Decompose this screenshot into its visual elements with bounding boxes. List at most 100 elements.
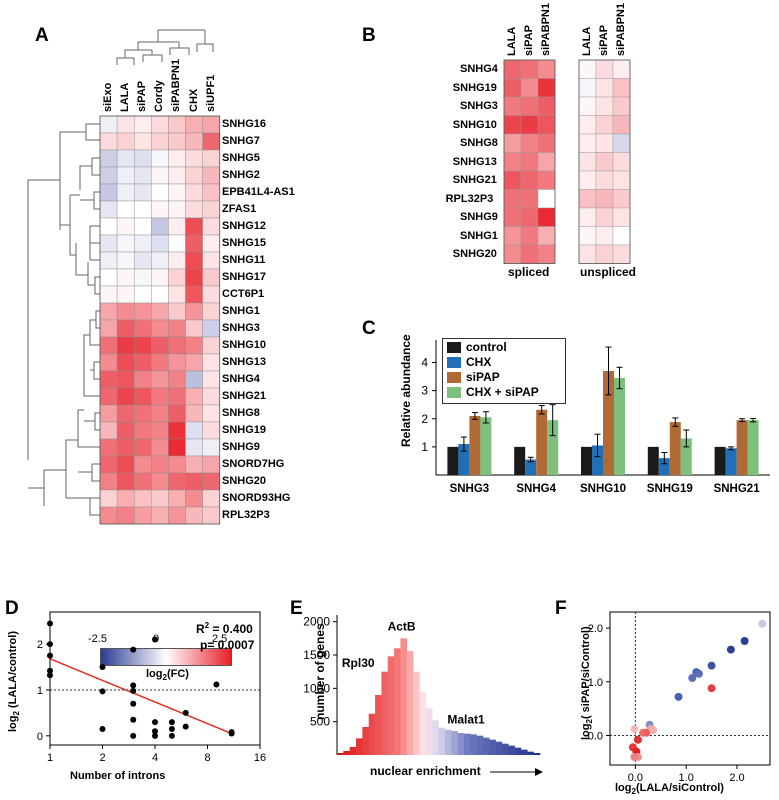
- y-tick-label: 1: [421, 440, 428, 454]
- heatmap-cell: [612, 189, 631, 209]
- heatmap-cell: [612, 78, 631, 98]
- data-point: [694, 669, 703, 678]
- heatmap-cell: [99, 132, 118, 151]
- panel-a-column-label: CHX: [187, 88, 200, 112]
- data-point: [130, 716, 137, 723]
- bar: [725, 448, 737, 475]
- heatmap-cell: [116, 319, 135, 338]
- panel-a-row-label: SNHG11: [222, 254, 266, 266]
- panel-a-row-label: SNHG16: [222, 118, 267, 130]
- heatmap-cell: [202, 438, 220, 457]
- heatmap-cell: [595, 226, 614, 246]
- panel-e-ylabel: number of genes: [313, 623, 327, 720]
- heatmap-cell: [185, 336, 203, 355]
- heatmap-cell: [185, 200, 203, 219]
- heatmap-cell: [151, 387, 169, 406]
- panel-b-row-label: SNHG1: [460, 229, 498, 242]
- legend-box: [442, 338, 566, 404]
- data-point: [707, 661, 716, 670]
- heatmap-cell: [520, 59, 539, 79]
- heatmap-cell: [185, 115, 203, 134]
- heatmap-cell: [537, 152, 556, 172]
- heatmap-cell: [133, 438, 152, 457]
- heatmap-cell: [578, 226, 597, 246]
- bar: [647, 446, 659, 475]
- bar: [447, 446, 459, 475]
- heatmap-cell: [503, 96, 522, 116]
- heatmap-cell: [168, 370, 186, 389]
- heatmap-cell: [595, 244, 614, 264]
- heatmap-cell: [185, 353, 203, 372]
- arrow-icon: [535, 768, 543, 776]
- legend-swatch: [447, 387, 461, 398]
- bar: [736, 420, 748, 475]
- panel-d-letter: D: [5, 598, 19, 619]
- histogram-bar: [444, 729, 452, 755]
- bar: [658, 458, 670, 475]
- heatmap-cell: [116, 387, 135, 406]
- heatmap-cell: [133, 387, 152, 406]
- heatmap-cell: [151, 455, 169, 474]
- heatmap-cell: [168, 302, 186, 321]
- panel-a-column-label: siUPF1: [204, 74, 217, 112]
- heatmap-cell: [133, 234, 152, 253]
- heatmap-cell: [99, 268, 118, 287]
- histogram-bar: [381, 671, 389, 755]
- histogram-bar: [356, 738, 363, 755]
- heatmap-cell: [185, 302, 203, 321]
- bar: [603, 370, 614, 475]
- heatmap-cell: [99, 200, 118, 219]
- heatmap-cell: [168, 166, 186, 185]
- heatmap-cell: [133, 336, 152, 355]
- panel-a-column-label: siPABPN1: [170, 59, 183, 112]
- heatmap-cell: [99, 234, 118, 253]
- heatmap-cell: [151, 149, 169, 168]
- heatmap-cell: [202, 387, 220, 406]
- heatmap-cell: [99, 472, 118, 491]
- data-point: [47, 652, 53, 659]
- bar: [536, 409, 548, 475]
- data-point: [630, 752, 639, 761]
- bar: [547, 420, 559, 475]
- panel-b-letter: B: [362, 25, 376, 46]
- heatmap-cell: [185, 472, 203, 491]
- histogram-bar: [527, 751, 534, 755]
- heatmap-cell: [116, 302, 135, 321]
- histogram-bar: [406, 651, 414, 755]
- histogram-bar: [362, 727, 370, 755]
- panel-b-column-label: siPAP: [523, 25, 535, 56]
- heatmap-cell: [202, 353, 220, 372]
- heatmap-cell: [151, 200, 169, 219]
- heatmap-cell: [578, 115, 597, 135]
- data-point: [740, 636, 749, 645]
- heatmap-cell: [578, 59, 597, 79]
- bar: [714, 446, 726, 475]
- panel-b-row-label: SNHG20: [452, 248, 497, 260]
- heatmap-cell: [202, 166, 220, 185]
- heatmap-cell: [99, 166, 118, 185]
- panel-b-column-label: siPAP: [598, 25, 610, 56]
- heatmap-cell: [116, 251, 135, 270]
- bar: [525, 459, 537, 475]
- heatmap-cell: [151, 285, 169, 304]
- histogram-bar: [482, 737, 490, 755]
- heatmap-cell: [151, 302, 169, 321]
- x-category-label: SNHG21: [714, 483, 761, 495]
- heatmap-cell: [185, 149, 203, 168]
- panel-a-row-label: SNHG7: [222, 135, 260, 147]
- data-point: [130, 732, 137, 739]
- x-category-label: SNHG19: [647, 483, 693, 495]
- heatmap-cell: [99, 353, 118, 372]
- heatmap-cell: [151, 115, 169, 134]
- heatmap-cell: [133, 183, 152, 202]
- data-point: [639, 728, 648, 737]
- heatmap-cell: [202, 506, 220, 525]
- heatmap-cell: [168, 421, 186, 440]
- data-point: [99, 725, 106, 732]
- heatmap-cell: [612, 226, 631, 246]
- heatmap-cell: [185, 370, 203, 389]
- heatmap-cell: [133, 200, 152, 219]
- heatmap-cell: [168, 132, 186, 151]
